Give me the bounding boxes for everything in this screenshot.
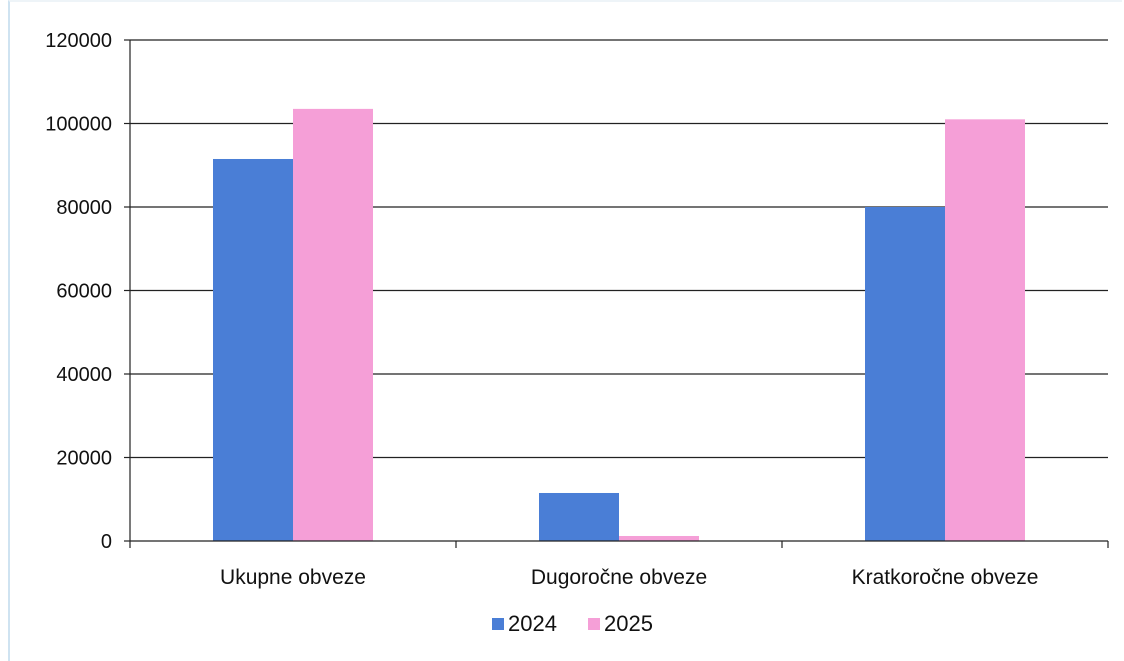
chart-frame <box>8 0 1122 661</box>
legend-label-2025: 2025 <box>604 611 653 636</box>
category-label: Dugoročne obveze <box>531 566 707 589</box>
bar-2025 <box>293 108 373 541</box>
bar-2024 <box>865 207 945 541</box>
y-tick-label: 120000 <box>45 30 112 52</box>
bar-2024 <box>539 492 619 541</box>
bar-2025 <box>945 119 1025 541</box>
y-tick-label: 60000 <box>56 281 112 303</box>
axes <box>124 39 1109 548</box>
legend-swatch-2025 <box>588 618 600 630</box>
category-labels: Ukupne obveze Dugoročne obveze Kratkoročne… <box>220 566 1038 589</box>
bars <box>213 108 1025 542</box>
bar-2025 <box>619 535 699 541</box>
legend: 2024 2025 <box>492 611 653 636</box>
category-label: Ukupne obveze <box>220 566 366 589</box>
category-label: Kratkoročne obveze <box>852 566 1039 589</box>
y-tick-label: 80000 <box>56 197 112 219</box>
y-tick-labels: 0 20000 40000 60000 80000 100000 120000 <box>45 30 112 553</box>
y-tick-label: 0 <box>101 531 112 553</box>
y-tick-label: 20000 <box>56 448 112 470</box>
legend-swatch-2024 <box>492 618 504 630</box>
y-tick-label: 40000 <box>56 364 112 386</box>
bar-2024 <box>213 158 293 542</box>
y-tick-label: 100000 <box>45 114 112 136</box>
legend-label-2024: 2024 <box>508 611 557 636</box>
